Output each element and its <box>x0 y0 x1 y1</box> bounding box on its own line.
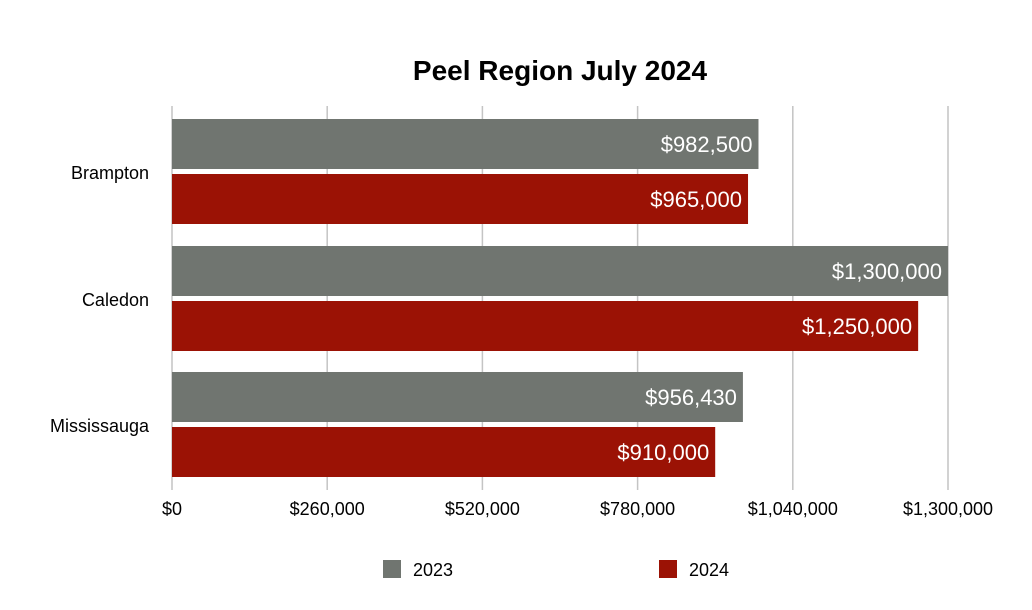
bar-2024-brampton <box>172 174 749 224</box>
category-label: Caledon <box>82 290 149 310</box>
category-label: Brampton <box>71 163 149 183</box>
bars: $982,500 $965,000 $1,300,000 $1,250,000 $956… <box>172 119 948 477</box>
data-label: $982,500 <box>661 132 753 157</box>
x-tick-label: $0 <box>162 499 182 519</box>
legend-label: 2024 <box>689 560 729 580</box>
bar-2024-mississauga <box>172 427 716 477</box>
category-labels: Brampton Caledon Mississauga <box>50 163 150 436</box>
data-label: $910,000 <box>617 440 709 465</box>
x-tick-label: $1,300,000 <box>903 499 993 519</box>
bar-2024-caledon <box>172 301 919 351</box>
gridlines <box>171 106 949 490</box>
bar-2023-brampton <box>172 119 759 169</box>
chart-title: Peel Region July 2024 <box>413 55 708 86</box>
x-axis-tick-labels: $0 $260,000 $520,000 $780,000 $1,040,000 $1,3… <box>162 499 993 519</box>
x-tick-label: $520,000 <box>445 499 520 519</box>
x-tick-label: $780,000 <box>600 499 675 519</box>
legend-label: 2023 <box>413 560 453 580</box>
bar-2023-caledon <box>172 246 948 296</box>
data-label: $965,000 <box>650 187 742 212</box>
data-label: $1,250,000 <box>802 314 912 339</box>
data-label: $1,300,000 <box>832 259 942 284</box>
legend-swatch-2023 <box>383 560 401 578</box>
x-tick-label: $1,040,000 <box>748 499 838 519</box>
category-label: Mississauga <box>50 416 150 436</box>
x-tick-label: $260,000 <box>290 499 365 519</box>
legend-swatch-2024 <box>659 560 677 578</box>
bar-2023-mississauga <box>172 372 743 422</box>
legend: 2023 2024 <box>383 560 729 580</box>
data-label: $956,430 <box>645 385 737 410</box>
